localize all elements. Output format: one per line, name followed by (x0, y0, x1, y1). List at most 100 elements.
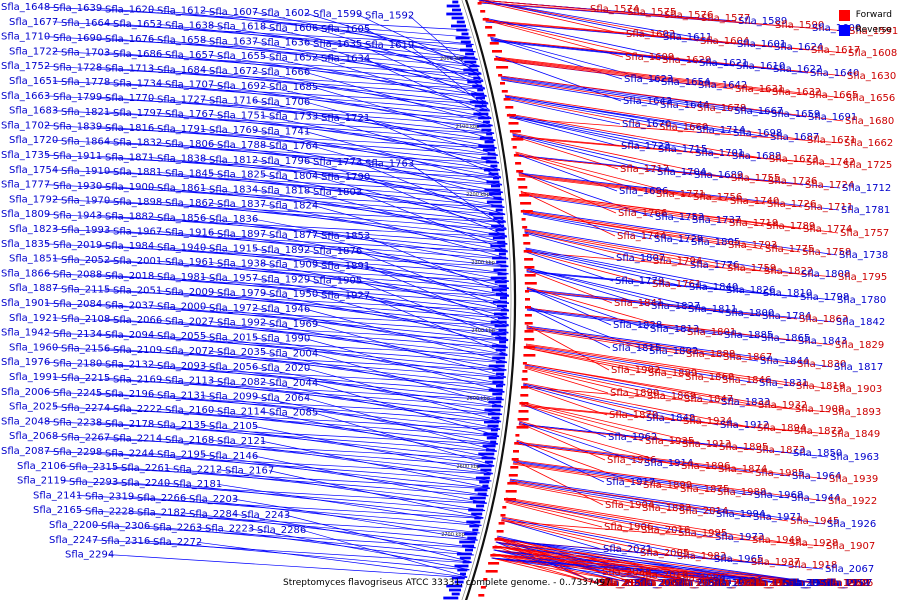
forward-connector (522, 210, 801, 253)
gene-label-forward: Sfla_1913 (682, 439, 731, 450)
gene-label-reverse: Sfla_1839 (53, 122, 102, 133)
reverse-connector (484, 17, 698, 64)
reverse-gene-block (482, 120, 490, 124)
reverse-connector (60, 480, 487, 504)
gene-label-reverse: Sfla_1805 (691, 237, 740, 248)
gene-label-forward: Sfla_1665 (809, 90, 858, 101)
reverse-connector (508, 114, 731, 157)
gene-label-forward: Sfla_1577 (701, 13, 750, 24)
gene-label-forward: Sfla_1793 (728, 240, 777, 251)
gene-label-reverse: Sfla_2072 (165, 346, 214, 357)
forward-connector (485, 20, 810, 51)
gene-label-reverse: Sfla_1827 (651, 301, 700, 312)
gene-label-forward: Sfla_1632 (772, 87, 821, 98)
gene-label-forward: Sfla_1608 (848, 48, 897, 59)
axis-tick-label: 2700 kbp (441, 532, 465, 538)
gene-label-reverse: Sfla_1600 (812, 23, 861, 34)
forward-connector (495, 57, 808, 96)
reverse-connector (493, 549, 785, 584)
gene-label-reverse: Sfla_1643 (623, 96, 672, 107)
reverse-connector (526, 306, 611, 349)
reverse-connector (516, 442, 791, 477)
reverse-connector (156, 319, 508, 356)
gene-label-forward: Sfla_2053 (673, 578, 722, 589)
forward-gene-block (488, 562, 500, 565)
reverse-connector (526, 267, 724, 314)
gene-label-reverse: Sfla_1710 (1, 32, 50, 43)
forward-connector (521, 193, 728, 224)
gene-label-reverse: Sfla_2294 (65, 550, 114, 561)
forward-connector (509, 117, 843, 144)
forward-gene-block (524, 258, 534, 261)
reverse-gene-block (488, 400, 502, 404)
gene-label-forward: Sfla_1868 (685, 372, 734, 383)
gene-label-reverse: Sfla_2015 (209, 332, 258, 343)
reverse-connector (52, 51, 482, 75)
reverse-connector (491, 40, 735, 67)
reverse-gene-block (462, 560, 470, 564)
reverse-connector (304, 131, 502, 185)
reverse-connector (526, 327, 759, 362)
gene-label-reverse: Sfla_2082 (217, 377, 266, 388)
reverse-gene-block (482, 484, 489, 488)
reverse-connector (92, 539, 472, 564)
gene-label-reverse: Sfla_1812 (209, 155, 258, 166)
reverse-gene-block (455, 36, 470, 40)
gene-label-reverse: Sfla_2293 (69, 477, 118, 488)
reverse-gene-block (469, 100, 486, 104)
reverse-connector (200, 247, 509, 289)
forward-gene-block (525, 306, 531, 309)
gene-label-forward: Sfla_1908 (795, 404, 844, 415)
gene-label-reverse: Sfla_2261 (121, 463, 170, 474)
gene-label-reverse: Sfla_2315 (69, 462, 118, 473)
forward-connector (521, 402, 681, 445)
gene-label-reverse: Sfla_1938 (217, 258, 266, 269)
reverse-gene-block (480, 468, 492, 472)
gene-label-reverse: Sfla_2108 (61, 314, 110, 325)
forward-connector (494, 545, 746, 584)
forward-connector (524, 366, 646, 397)
gene-label-forward: Sfla_1888 (686, 349, 735, 360)
gene-label-forward: Sfla_1711 (804, 202, 853, 213)
reverse-connector (525, 345, 758, 384)
gene-label-forward: Sfla_1603 (626, 29, 675, 40)
gene-label-reverse: Sfla_2009 (165, 287, 214, 298)
gene-label-forward: Sfla_1846 (722, 375, 771, 386)
forward-gene-block (513, 450, 519, 453)
gene-label-reverse: Sfla_1844 (760, 356, 809, 367)
gene-label-reverse: Sfla_1885 (724, 330, 773, 341)
reverse-connector (525, 251, 614, 282)
reverse-connector (525, 249, 688, 288)
gene-label-reverse: Sfla_1831 (759, 378, 808, 389)
gene-label-forward: Sfla_1795 (838, 272, 887, 283)
reverse-connector (156, 260, 510, 297)
reverse-gene-block (499, 340, 507, 344)
gene-label-forward: Sfla_2017 (638, 578, 687, 589)
forward-gene-block (522, 226, 528, 229)
forward-connector (496, 59, 734, 90)
forward-connector (490, 38, 846, 77)
gene-label-forward: Sfla_1904 (605, 500, 654, 511)
reverse-connector (200, 187, 507, 230)
reverse-connector (156, 290, 509, 326)
gene-label-reverse: Sfla_1865 (761, 333, 810, 344)
reverse-connector (252, 70, 492, 119)
gene-label-forward: Sfla_1907 (826, 541, 875, 552)
gene-label-reverse: Sfla_1905 (313, 276, 362, 287)
gene-label-reverse: Sfla_2115 (61, 284, 110, 295)
gene-label-forward: Sfla_2083 (636, 578, 685, 589)
backbone-group: 2000 kbp 2100 kbp 2200 kbp 2300 kbp 2400 kbp… (440, 0, 537, 600)
reverse-connector (478, 0, 662, 38)
reverse-connector (52, 169, 503, 194)
gene-label-reverse: Sfla_2167 (225, 466, 274, 477)
reverse-connector (515, 153, 618, 192)
forward-connector (509, 479, 789, 522)
gene-label-reverse: Sfla_1917 (606, 477, 655, 488)
gene-label-reverse: Sfla_2169 (113, 374, 162, 385)
reverse-gene-block (486, 436, 497, 440)
reverse-connector (156, 171, 505, 208)
forward-gene-block (498, 522, 505, 525)
reverse-connector (200, 99, 496, 141)
forward-swatch (838, 10, 850, 21)
